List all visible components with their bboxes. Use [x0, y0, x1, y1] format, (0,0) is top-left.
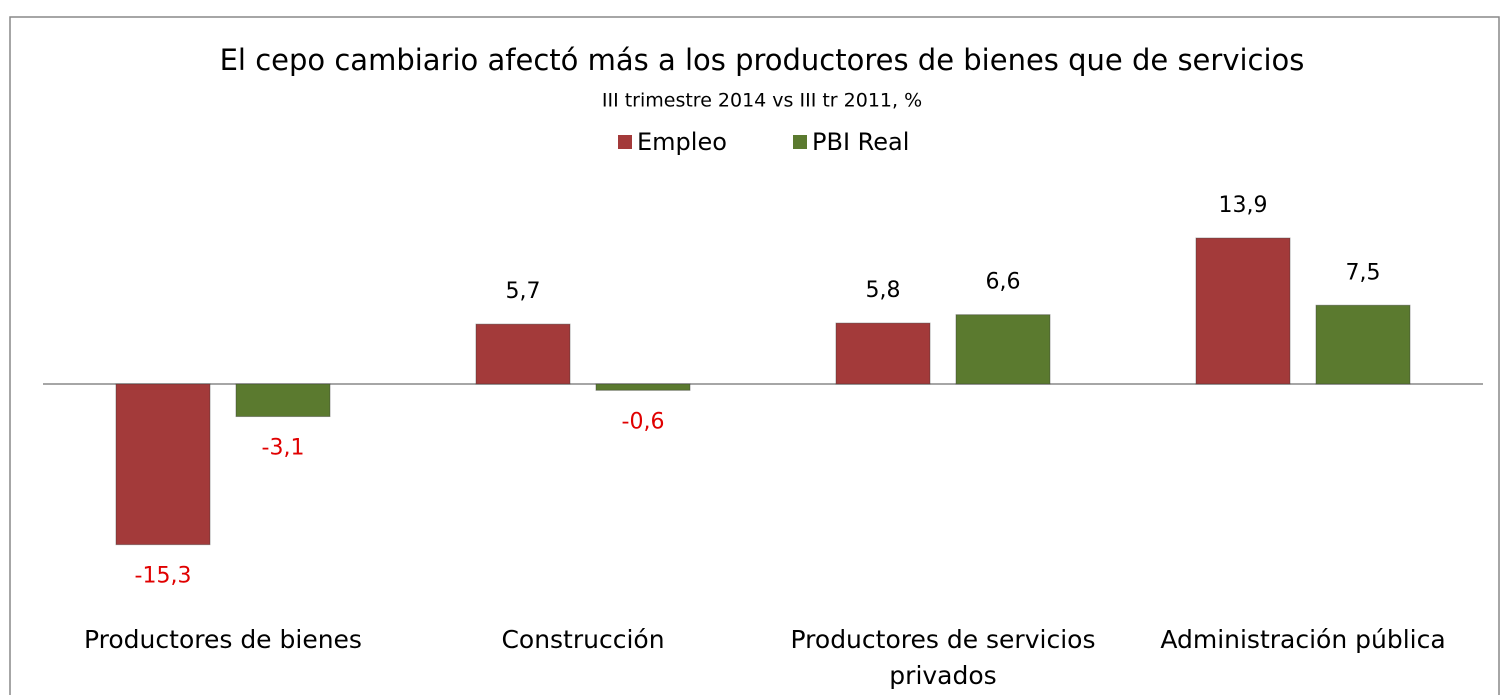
bar: [115, 383, 211, 546]
x-tick-label: Administración pública: [1160, 625, 1446, 654]
value-label: -15,3: [135, 564, 192, 589]
bar: [1315, 304, 1411, 385]
value-label: -3,1: [262, 436, 305, 461]
bar: [595, 383, 691, 391]
value-label: 6,6: [986, 270, 1021, 295]
legend-swatch: [793, 135, 807, 149]
x-tick-label: Productores de bienes: [84, 625, 362, 654]
value-label: 13,9: [1219, 193, 1268, 218]
chart-subtitle: III trimestre 2014 vs III tr 2011, %: [602, 90, 922, 112]
value-label: -0,6: [622, 409, 665, 434]
bar: [955, 314, 1051, 385]
bar: [475, 323, 571, 385]
chart-title: El cepo cambiario afectó más a los produ…: [220, 43, 1305, 77]
legend-label: PBI Real: [812, 128, 909, 156]
bar: [1195, 237, 1291, 385]
legend-label: Empleo: [637, 128, 727, 156]
x-tick-label: Productores de servicios privados: [790, 625, 1096, 690]
x-tick-label: Construcción: [501, 625, 665, 654]
legend-swatch: [618, 135, 632, 149]
value-label: 5,8: [866, 278, 901, 303]
bar: [835, 322, 931, 385]
value-label: 7,5: [1346, 260, 1381, 285]
value-label: 5,7: [506, 279, 541, 304]
bar: [235, 383, 331, 418]
